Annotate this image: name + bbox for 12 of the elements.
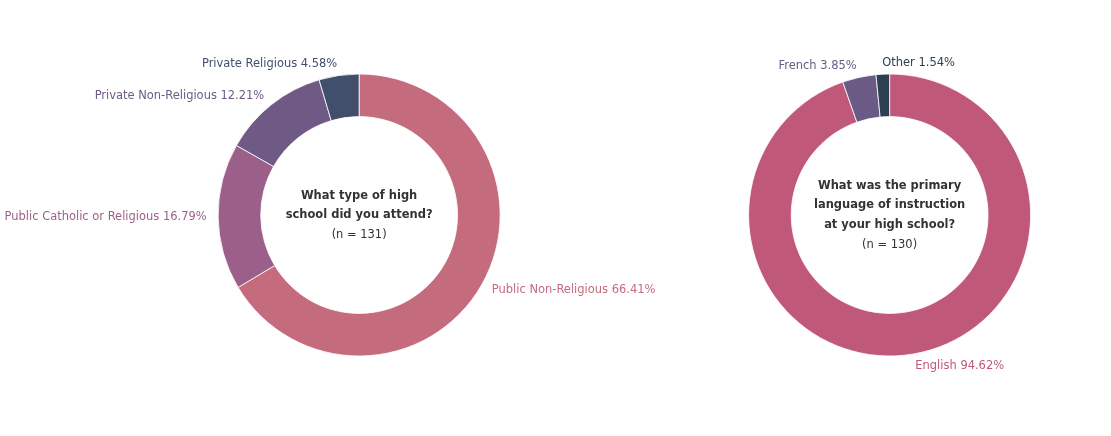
slice-label: Public Non-Religious 66.41% [491, 282, 656, 297]
slice-label: French 3.85% [778, 58, 857, 73]
slice-label: English 94.62% [915, 357, 1005, 372]
donut-slice [748, 73, 1032, 357]
slice-label: Public Catholic or Religious 16.79% [4, 209, 207, 224]
slice-label: Private Religious 4.58% [201, 56, 338, 71]
text: (n = 130) [862, 236, 918, 251]
slice-label: Private Non-Religious 12.21% [94, 87, 265, 102]
slice-label: Other 1.54% [882, 54, 955, 69]
text: What was the primary language of instruction at your high school? [813, 177, 966, 232]
text: What type of high school did you attend? [285, 187, 433, 222]
text: (n = 131) [331, 226, 387, 241]
